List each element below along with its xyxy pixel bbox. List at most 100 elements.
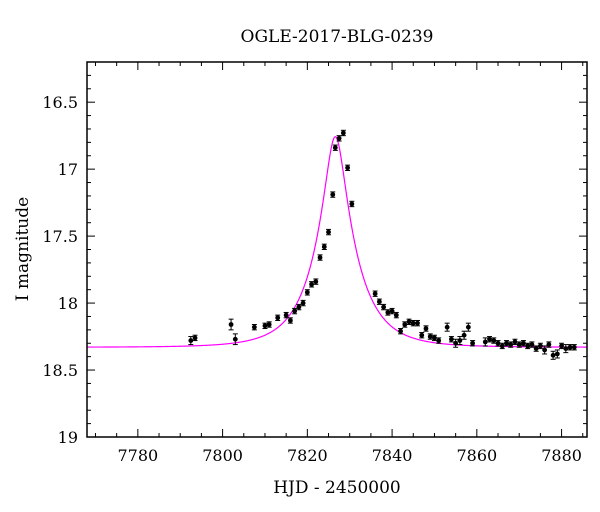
data-point <box>448 336 454 343</box>
point-marker <box>525 343 531 349</box>
point-marker <box>410 320 416 326</box>
point-marker <box>300 300 306 306</box>
y-tick-label: 19 <box>58 428 78 447</box>
point-marker <box>427 334 433 339</box>
data-point <box>376 298 382 305</box>
point-marker <box>491 338 497 343</box>
data-point <box>321 243 327 250</box>
data-point <box>436 337 442 344</box>
data-point <box>262 322 268 330</box>
point-marker <box>495 340 501 346</box>
point-marker <box>313 279 319 285</box>
data-point <box>542 345 548 355</box>
data-point <box>503 340 509 347</box>
data-point <box>525 342 531 350</box>
data-point <box>453 338 459 348</box>
point-marker <box>444 324 450 330</box>
data-point <box>283 311 289 319</box>
y-tick-label: 17.5 <box>42 227 78 246</box>
data-point <box>410 319 416 327</box>
point-marker <box>287 318 293 323</box>
point-marker <box>567 344 573 350</box>
data-point <box>317 254 323 261</box>
x-tick-label: 7840 <box>372 446 413 465</box>
data-point <box>292 307 298 315</box>
y-tick-label: 16.5 <box>42 93 78 112</box>
point-marker <box>266 322 272 327</box>
data-point <box>559 342 565 350</box>
point-marker <box>436 338 442 343</box>
data-point <box>309 281 315 288</box>
data-point <box>313 278 319 285</box>
point-marker <box>487 336 492 342</box>
data-point <box>495 340 501 347</box>
data-point <box>470 340 476 347</box>
data-point <box>251 324 257 331</box>
data-point <box>326 228 332 236</box>
chart-title: OGLE-2017-BLG-0239 <box>241 27 434 47</box>
data-point <box>389 307 395 315</box>
point-marker <box>398 328 403 334</box>
point-marker <box>321 244 327 250</box>
data-point <box>567 344 573 351</box>
data-point <box>228 318 234 331</box>
data-point <box>508 341 514 348</box>
data-point <box>537 342 543 350</box>
point-marker <box>423 326 429 331</box>
point-marker <box>345 165 350 171</box>
data-point <box>512 338 518 346</box>
data-point <box>406 318 412 325</box>
data-point <box>300 299 306 307</box>
data-point <box>385 309 391 316</box>
point-marker <box>336 135 342 141</box>
point-marker <box>533 346 539 352</box>
point-marker <box>457 338 463 343</box>
point-marker <box>529 342 535 347</box>
x-tick-label: 7800 <box>202 446 243 465</box>
data-point <box>516 341 522 348</box>
x-axis-label: HJD - 2450000 <box>273 478 401 498</box>
data-point <box>349 200 355 208</box>
data-point <box>529 341 535 348</box>
point-marker <box>521 340 526 346</box>
data-point <box>465 322 471 332</box>
point-marker <box>415 320 420 326</box>
point-marker <box>376 299 382 305</box>
point-marker <box>504 340 509 346</box>
data-point <box>571 344 577 351</box>
point-marker <box>372 291 378 297</box>
x-tick-label: 7860 <box>456 446 497 465</box>
data-point <box>287 317 293 324</box>
data-point <box>533 345 539 352</box>
data-point <box>345 164 351 171</box>
point-marker <box>559 343 564 349</box>
point-marker <box>332 145 338 151</box>
data-point <box>423 325 429 332</box>
data-points-layer <box>188 129 577 360</box>
point-marker <box>393 312 399 318</box>
data-point <box>304 289 310 296</box>
point-marker <box>499 343 505 349</box>
data-point <box>499 342 505 350</box>
point-marker <box>292 308 298 314</box>
point-marker <box>470 340 475 346</box>
data-point <box>563 344 569 354</box>
data-point <box>330 191 336 198</box>
point-marker <box>542 347 548 353</box>
model-curve-layer <box>86 135 588 348</box>
point-marker <box>508 342 514 347</box>
point-marker <box>461 332 467 338</box>
point-marker <box>385 310 391 315</box>
point-marker <box>537 343 543 349</box>
axis-ticks: 7780 7800 7820 7840 7860 7880 16.5 17 17.5 18 18.5… <box>42 61 587 465</box>
point-marker <box>326 229 331 235</box>
point-marker <box>340 130 346 136</box>
plot-frame <box>86 61 588 438</box>
point-marker <box>419 332 425 338</box>
model-curve <box>86 135 588 348</box>
data-point <box>482 337 488 347</box>
point-marker <box>406 319 412 325</box>
point-marker <box>546 342 552 347</box>
data-point <box>487 336 493 343</box>
point-marker <box>571 344 577 350</box>
